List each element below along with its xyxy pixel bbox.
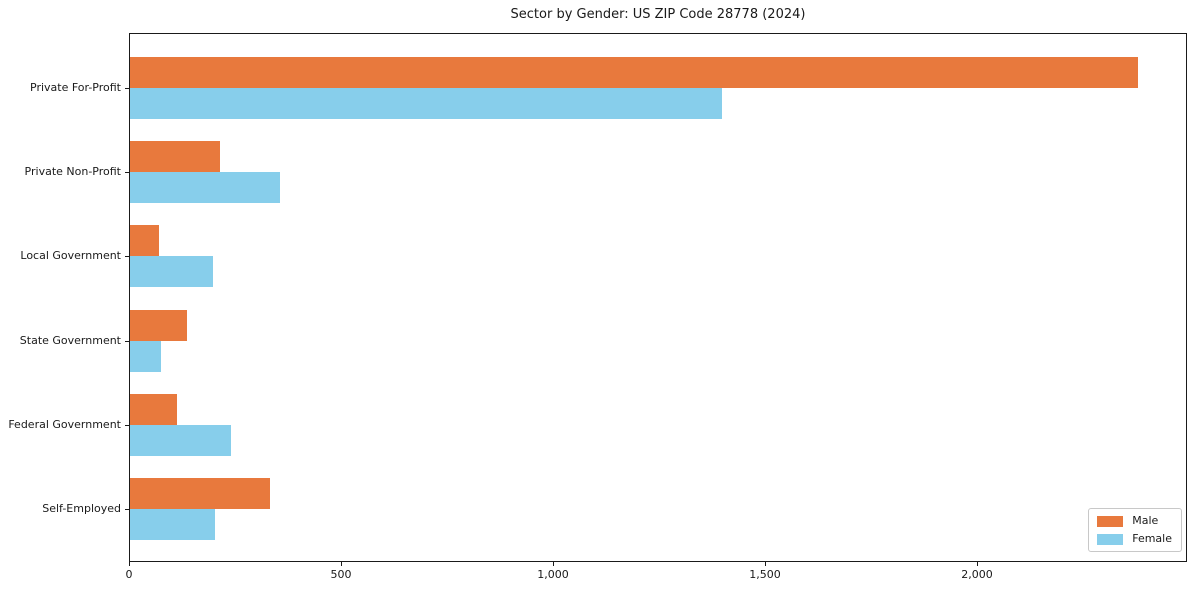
bar-female-private-for-profit bbox=[130, 88, 722, 119]
bar-female-private-non-profit bbox=[130, 172, 280, 204]
y-tick-self-employed bbox=[125, 509, 129, 510]
y-tick-state-government bbox=[125, 340, 129, 342]
bar-male-private-for-profit bbox=[130, 57, 1138, 88]
legend-label-male: Male bbox=[1132, 514, 1159, 527]
legend-item-female: Female bbox=[1097, 533, 1172, 545]
legend-swatch-male bbox=[1097, 515, 1124, 527]
x-tick-2000 bbox=[977, 562, 978, 566]
legend-item-male: Male bbox=[1097, 515, 1172, 527]
plot-area: Male Female bbox=[129, 33, 1187, 562]
bar-male-federal-government bbox=[130, 393, 177, 425]
y-tick-federal-government bbox=[125, 424, 129, 426]
x-tick-label-0: 0 bbox=[125, 568, 133, 581]
bar-female-federal-government bbox=[130, 424, 231, 456]
bar-female-state-government bbox=[130, 340, 161, 372]
y-axis-label-state-government: State Government bbox=[19, 333, 121, 347]
y-axis-label-self-employed: Self-Employed bbox=[42, 502, 121, 515]
x-tick-label-500: 500 bbox=[330, 568, 352, 581]
y-tick-private-non-profit bbox=[125, 172, 129, 174]
bar-female-self-employed bbox=[130, 509, 215, 540]
y-axis-label-federal-government: Federal Government bbox=[8, 417, 121, 431]
y-axis-label-local-government: Local Government bbox=[20, 249, 121, 263]
bar-male-local-government bbox=[130, 225, 159, 257]
x-tick-0 bbox=[129, 562, 130, 566]
x-tick-1000 bbox=[553, 562, 554, 566]
y-axis-label-private-for-profit: Private For-Profit bbox=[30, 81, 121, 94]
x-tick-500 bbox=[341, 562, 342, 566]
x-tick-label-1000: 1,000 bbox=[537, 568, 569, 581]
bar-male-state-government bbox=[130, 309, 187, 341]
x-tick-label-1500: 1,500 bbox=[749, 568, 781, 581]
legend: Male Female bbox=[1088, 508, 1182, 552]
legend-label-female: Female bbox=[1132, 532, 1172, 545]
bar-female-local-government bbox=[130, 256, 213, 288]
x-tick-1500 bbox=[765, 562, 766, 566]
bar-male-self-employed bbox=[130, 478, 270, 509]
y-axis-label-private-non-profit: Private Non-Profit bbox=[24, 165, 121, 179]
chart-title: Sector by Gender: US ZIP Code 28778 (202… bbox=[510, 7, 806, 22]
bar-male-private-non-profit bbox=[130, 141, 220, 173]
x-tick-label-2000: 2,000 bbox=[961, 568, 993, 581]
y-tick-local-government bbox=[125, 256, 129, 258]
y-tick-private-for-profit bbox=[125, 88, 129, 89]
legend-swatch-female bbox=[1097, 533, 1124, 545]
